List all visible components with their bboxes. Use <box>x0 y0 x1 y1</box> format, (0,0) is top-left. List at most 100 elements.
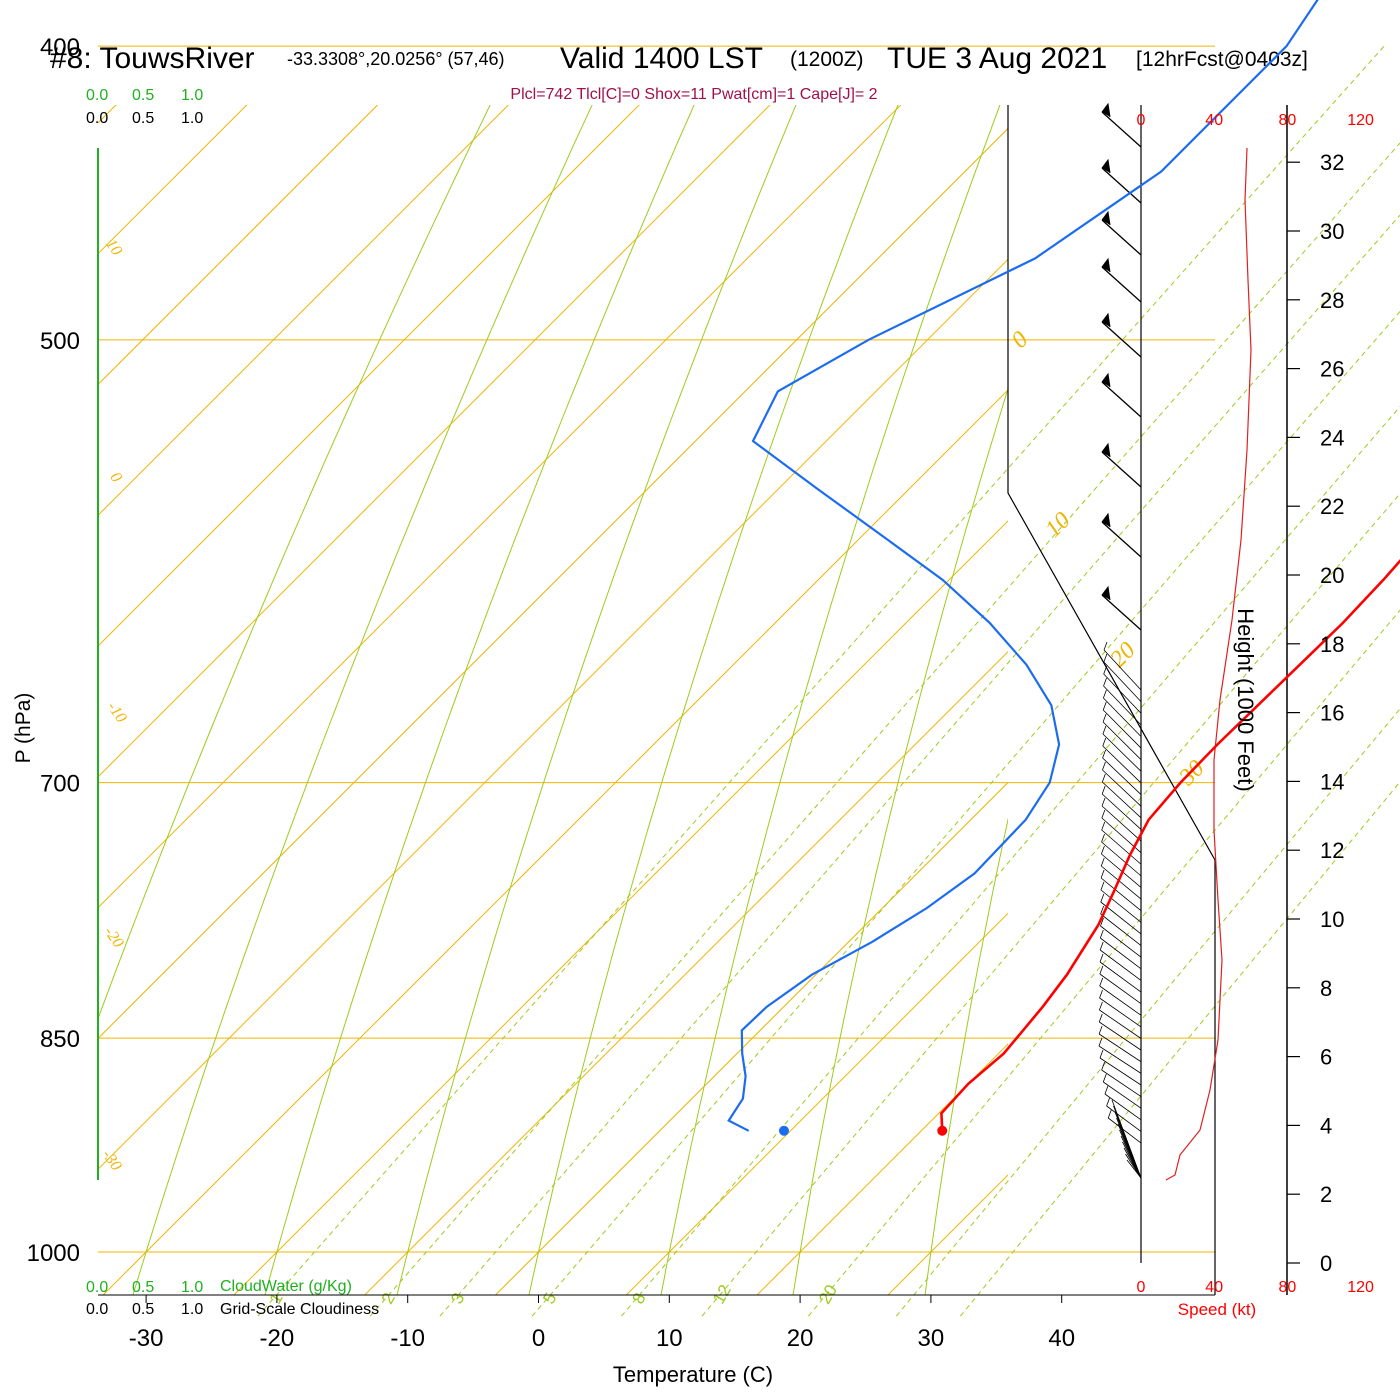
wind-barb-flag <box>1101 372 1111 388</box>
wind-barb-shaft <box>1106 1105 1142 1132</box>
isotherm-line <box>98 105 902 909</box>
cloudwater-label: CloudWater (g/Kg) <box>220 1278 352 1295</box>
wind-barb-shaft <box>1099 973 1142 1004</box>
forecast-info: [12hrFcst@0403z] <box>1136 48 1308 71</box>
wind-barb-tick <box>1098 1037 1103 1047</box>
speed-tick-label-top: 80 <box>1279 112 1297 129</box>
wind-barb-shaft <box>1101 1069 1142 1097</box>
speed-tick-label-top: 120 <box>1347 112 1374 129</box>
pressure-tick-label: 500 <box>40 328 80 355</box>
cloud-scale-bottom-black-0: 0.0 <box>86 1301 108 1318</box>
height-tick-label: 24 <box>1320 425 1344 450</box>
temperature-tick-label: -20 <box>260 1325 295 1352</box>
wind-barb-tick <box>1102 749 1106 759</box>
wind-barb-tick <box>1099 1049 1104 1059</box>
isotherm-lines <box>98 105 1008 1295</box>
cloud-scale-top-black-2: 1.0 <box>181 110 203 127</box>
isotherm-line <box>98 105 379 386</box>
isotherm-line <box>98 127 1008 1040</box>
mixing-ratio-line <box>257 45 1385 1317</box>
isotherm-line <box>102 389 1008 1295</box>
wind-barb-shaft <box>1099 985 1142 1016</box>
temperature-tick-label: 40 <box>1048 1325 1075 1352</box>
wind-barb-shaft <box>1126 1159 1142 1179</box>
temperature-tick-label: 20 <box>787 1325 814 1352</box>
wind-barb-tick <box>1102 701 1107 711</box>
pressure-tick-labels: 2503004005007008501000 <box>27 34 80 1267</box>
cloudiness-label: Grid-Scale Cloudiness <box>220 1301 379 1318</box>
wind-barb-flag <box>1101 102 1111 118</box>
wind-barb-shaft <box>1103 673 1142 714</box>
isobar-lines <box>98 45 1215 1253</box>
temperature-tick-label: 30 <box>918 1325 945 1352</box>
speed-tick-label-bottom: 120 <box>1347 1279 1374 1296</box>
height-tick-label: 22 <box>1320 494 1344 519</box>
height-tick-label: 28 <box>1320 288 1344 313</box>
wind-barb-tick <box>1107 1109 1112 1119</box>
height-tick-label: 18 <box>1320 632 1344 657</box>
wind-barb-shaft <box>1101 321 1142 358</box>
wind-barb-tick <box>1101 797 1106 807</box>
cloud-scale-bottom-green-0: 0.0 <box>86 1279 108 1296</box>
wind-barb-shaft <box>1125 1153 1142 1179</box>
height-tick-label: 2 <box>1320 1182 1332 1207</box>
temperature-tick-label: 10 <box>656 1325 683 1352</box>
wind-barb-tick <box>1099 941 1104 951</box>
surface-temperature-marker <box>937 1125 948 1136</box>
wind-barb-shaft <box>1101 853 1142 888</box>
wind-barb-tick <box>1103 641 1108 651</box>
wind-barb-tick <box>1100 905 1105 915</box>
wind-barb-flag <box>1101 158 1111 174</box>
wind-barb-shaft <box>1100 913 1142 946</box>
wind-barb-shaft <box>1101 167 1142 204</box>
wind-barb-shaft <box>1099 1009 1142 1039</box>
wind-barb-shaft <box>1102 709 1142 749</box>
wind-barb-shaft <box>1101 219 1142 256</box>
valid-date: TUE 3 Aug 2021 <box>887 42 1107 75</box>
wind-barb-tick <box>1103 689 1107 699</box>
speed-tick-label-bottom: 0 <box>1137 1279 1146 1296</box>
wind-barb-tick <box>1098 1013 1103 1023</box>
wind-barb-shaft <box>1099 1057 1142 1086</box>
wind-barb-tick <box>1102 713 1107 723</box>
wind-barb-tick <box>1099 1001 1103 1011</box>
isotherm-line <box>98 105 510 517</box>
wind-barb-shaft <box>1101 829 1142 865</box>
wind-barb-shaft <box>1102 745 1142 784</box>
pressure-tick-label: 700 <box>40 771 80 798</box>
wind-barb-tick <box>1104 1085 1109 1095</box>
surface-dewpoint-marker <box>778 1125 789 1136</box>
cloud-scale-bottom-green-1: 0.5 <box>132 1279 154 1296</box>
wind-barb-shaft <box>1101 381 1142 418</box>
temperature-tick-labels: -30 -20 -10 0 10 20 30 40 <box>129 1295 1075 1352</box>
isotherm-line <box>494 781 1008 1295</box>
plot-frame <box>1007 105 1216 1295</box>
dry-adiabat-line <box>396 105 797 1295</box>
cloud-scale-bottom-black-2: 1.0 <box>181 1301 203 1318</box>
valid-time: Valid 1400 LST <box>560 42 763 75</box>
wind-barb-tick <box>1099 989 1103 999</box>
isotherm-line <box>625 912 1008 1295</box>
wind-barb-shaft <box>1101 521 1142 558</box>
wind-barb-tick <box>1099 965 1104 975</box>
speed-tick-label-top: 0 <box>1137 112 1146 129</box>
cloud-scale-bottom-green-2: 1.0 <box>181 1279 203 1296</box>
wind-barb-shaft <box>1103 685 1142 726</box>
x-axis-label: Temperature (C) <box>613 1362 773 1387</box>
wind-barb-shaft <box>1102 781 1142 819</box>
speed-axis-label: Speed (kt) <box>1178 1300 1256 1319</box>
wind-barb-tick <box>1103 653 1108 663</box>
wind-barb-flag <box>1101 312 1111 328</box>
wind-barb-shaft <box>1100 889 1142 923</box>
wind-barb-shaft <box>1107 1117 1142 1144</box>
wind-barb-tick <box>1102 737 1107 747</box>
height-tick-label: 12 <box>1320 838 1344 863</box>
utc-time: (1200Z) <box>790 48 864 71</box>
mixing-ratio-line <box>439 214 1400 1317</box>
wind-barb-shaft <box>1099 997 1142 1028</box>
wind-barb-tick <box>1102 1073 1107 1083</box>
pressure-tick-label: 850 <box>40 1026 80 1053</box>
height-tick-label: 20 <box>1320 563 1344 588</box>
isotherm-line <box>98 258 1008 1171</box>
